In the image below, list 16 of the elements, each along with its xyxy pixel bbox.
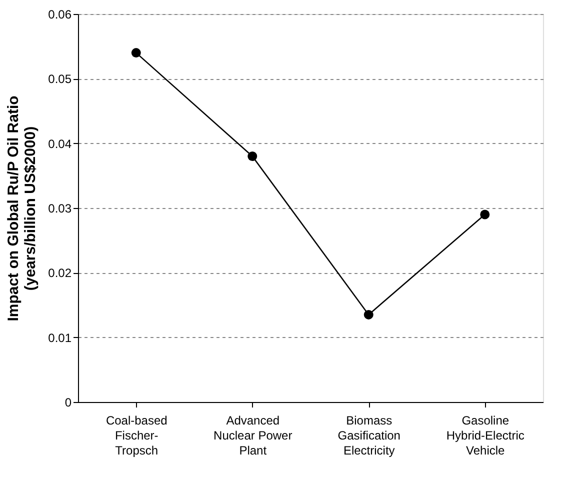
x-tick-label: Gasoline Hybrid-Electric Vehicle — [446, 414, 524, 458]
y-tick-label: 0.02 — [48, 266, 72, 280]
point — [131, 48, 141, 58]
y-tick-label: 0.01 — [48, 330, 72, 345]
x-tick-label: Coal-based Fischer- Tropsch — [106, 414, 168, 458]
point — [248, 152, 258, 161]
y-tick-label: 0.06 — [48, 8, 72, 22]
y-axis-title: Impact on Global Ru/P Oil Ratio (years/billion US$2000) — [5, 96, 40, 322]
x-tick-label: Biomass Gasification Electricity — [338, 414, 400, 458]
y-tick-label: 0.04 — [48, 136, 72, 151]
y-tick-label: 0.03 — [48, 202, 72, 216]
x-tick-label: Advanced Nuclear Power Plant — [214, 414, 292, 458]
y-tick-label: 0.05 — [48, 72, 72, 86]
y-tick-label: 0 — [64, 396, 72, 410]
point — [480, 210, 490, 220]
point — [364, 310, 374, 320]
